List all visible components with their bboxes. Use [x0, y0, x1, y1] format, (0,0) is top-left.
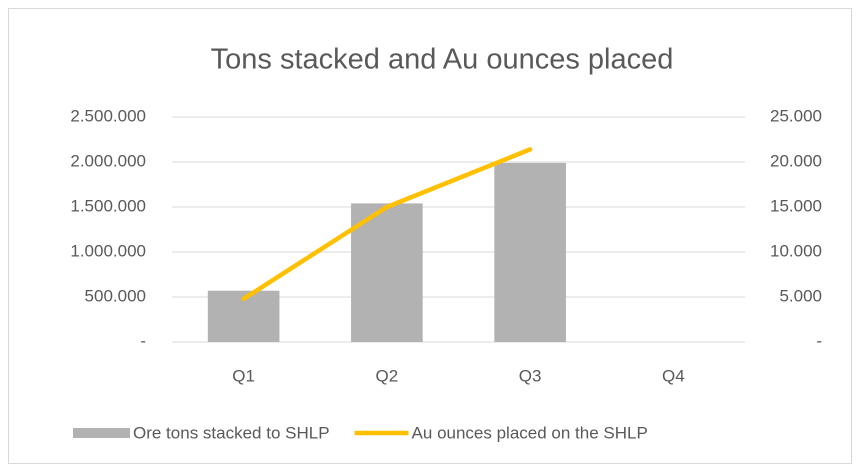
line: [241, 147, 533, 302]
legend-swatch: [73, 428, 130, 438]
y2-tick-label: -: [816, 331, 822, 350]
y2-tick-label: 5.000: [779, 286, 822, 305]
x-tick-label: Q1: [232, 366, 255, 385]
chart-border: [8, 8, 852, 464]
bar: [351, 203, 423, 342]
legend-label: Ore tons stacked to SHLP: [133, 423, 330, 442]
x-tick-label: Q2: [376, 366, 399, 385]
y-tick-label: 1.500.000: [70, 196, 146, 215]
y-tick-label: -: [140, 331, 146, 350]
y-tick-label: 2.500.000: [70, 106, 146, 125]
y2-tick-label: 25.000: [770, 106, 822, 125]
y-tick-label: 2.000.000: [70, 151, 146, 170]
y2-tick-label: 15.000: [770, 196, 822, 215]
chart-title: Tons stacked and Au ounces placed: [211, 44, 674, 76]
x-tick-label: Q4: [662, 366, 685, 385]
y-tick-label: 500.000: [85, 286, 146, 305]
y-tick-label: 1.000.000: [70, 241, 146, 260]
legend-label: Au ounces placed on the SHLP: [412, 423, 648, 442]
x-tick-label: Q3: [519, 366, 542, 385]
y2-tick-label: 10.000: [770, 241, 822, 260]
bar: [494, 162, 566, 342]
y2-tick-label: 20.000: [770, 151, 822, 170]
